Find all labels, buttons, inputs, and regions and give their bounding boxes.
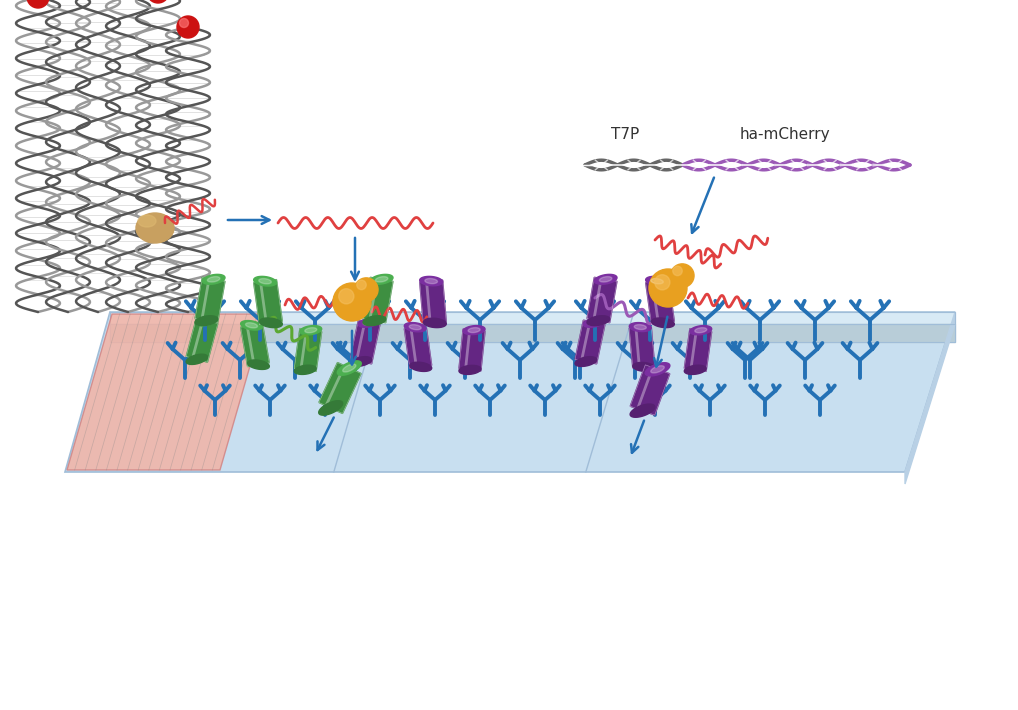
Circle shape <box>177 16 199 38</box>
Polygon shape <box>645 280 674 324</box>
Circle shape <box>27 0 49 8</box>
Polygon shape <box>463 326 485 334</box>
Polygon shape <box>363 278 393 322</box>
Polygon shape <box>260 318 282 327</box>
Polygon shape <box>600 277 612 282</box>
Polygon shape <box>409 324 421 329</box>
Polygon shape <box>358 317 380 327</box>
Polygon shape <box>588 320 600 325</box>
Circle shape <box>649 269 687 307</box>
Ellipse shape <box>138 215 156 227</box>
Polygon shape <box>575 356 597 366</box>
Polygon shape <box>208 277 220 282</box>
Polygon shape <box>294 329 322 371</box>
Polygon shape <box>459 329 485 371</box>
Polygon shape <box>319 363 361 413</box>
Polygon shape <box>304 327 317 333</box>
Polygon shape <box>630 404 655 417</box>
Polygon shape <box>630 365 670 415</box>
Ellipse shape <box>136 213 174 243</box>
Polygon shape <box>629 322 652 332</box>
Polygon shape <box>459 366 480 374</box>
Polygon shape <box>343 364 356 372</box>
Polygon shape <box>684 365 706 374</box>
Polygon shape <box>583 317 605 327</box>
Circle shape <box>673 266 682 275</box>
Polygon shape <box>245 323 258 328</box>
Polygon shape <box>196 315 218 326</box>
Polygon shape <box>587 278 617 322</box>
Polygon shape <box>337 361 361 376</box>
Circle shape <box>339 289 354 304</box>
Polygon shape <box>404 322 427 332</box>
Polygon shape <box>694 327 706 333</box>
Polygon shape <box>363 320 375 325</box>
Polygon shape <box>684 329 712 371</box>
Polygon shape <box>425 278 438 284</box>
Polygon shape <box>300 326 322 335</box>
Polygon shape <box>363 316 386 326</box>
Polygon shape <box>67 314 265 470</box>
Polygon shape <box>195 316 218 326</box>
Polygon shape <box>651 366 665 373</box>
Text: ha-mCherry: ha-mCherry <box>740 127 831 142</box>
Circle shape <box>333 283 371 321</box>
Circle shape <box>179 18 188 28</box>
Polygon shape <box>690 326 712 335</box>
Polygon shape <box>110 312 955 324</box>
Polygon shape <box>350 356 372 366</box>
Polygon shape <box>575 320 605 364</box>
Polygon shape <box>419 276 443 285</box>
Polygon shape <box>645 276 669 286</box>
Polygon shape <box>259 278 272 284</box>
Circle shape <box>655 275 670 290</box>
Polygon shape <box>371 274 393 284</box>
Circle shape <box>147 0 169 3</box>
Polygon shape <box>110 324 955 342</box>
Polygon shape <box>587 316 610 326</box>
Polygon shape <box>202 318 213 324</box>
Polygon shape <box>410 362 432 371</box>
Polygon shape <box>294 365 317 374</box>
Polygon shape <box>404 326 432 368</box>
Polygon shape <box>376 277 388 282</box>
Polygon shape <box>634 324 646 329</box>
Polygon shape <box>195 278 225 322</box>
Circle shape <box>356 280 366 290</box>
Polygon shape <box>240 323 270 366</box>
Polygon shape <box>905 312 955 484</box>
Polygon shape <box>651 278 664 284</box>
Polygon shape <box>203 274 225 284</box>
Text: T7P: T7P <box>611 127 639 142</box>
Circle shape <box>671 264 694 288</box>
Polygon shape <box>319 400 343 415</box>
Polygon shape <box>468 327 480 332</box>
Polygon shape <box>350 320 380 364</box>
Polygon shape <box>247 360 270 369</box>
Polygon shape <box>645 363 670 376</box>
Polygon shape <box>186 354 208 364</box>
Polygon shape <box>652 318 674 327</box>
Polygon shape <box>423 318 446 327</box>
Polygon shape <box>240 321 263 330</box>
Polygon shape <box>186 318 218 362</box>
Polygon shape <box>253 276 277 286</box>
Polygon shape <box>629 326 655 368</box>
Polygon shape <box>65 312 955 472</box>
Polygon shape <box>595 274 617 284</box>
Circle shape <box>354 278 378 302</box>
Polygon shape <box>633 362 655 371</box>
Polygon shape <box>253 280 282 324</box>
Polygon shape <box>419 280 446 324</box>
